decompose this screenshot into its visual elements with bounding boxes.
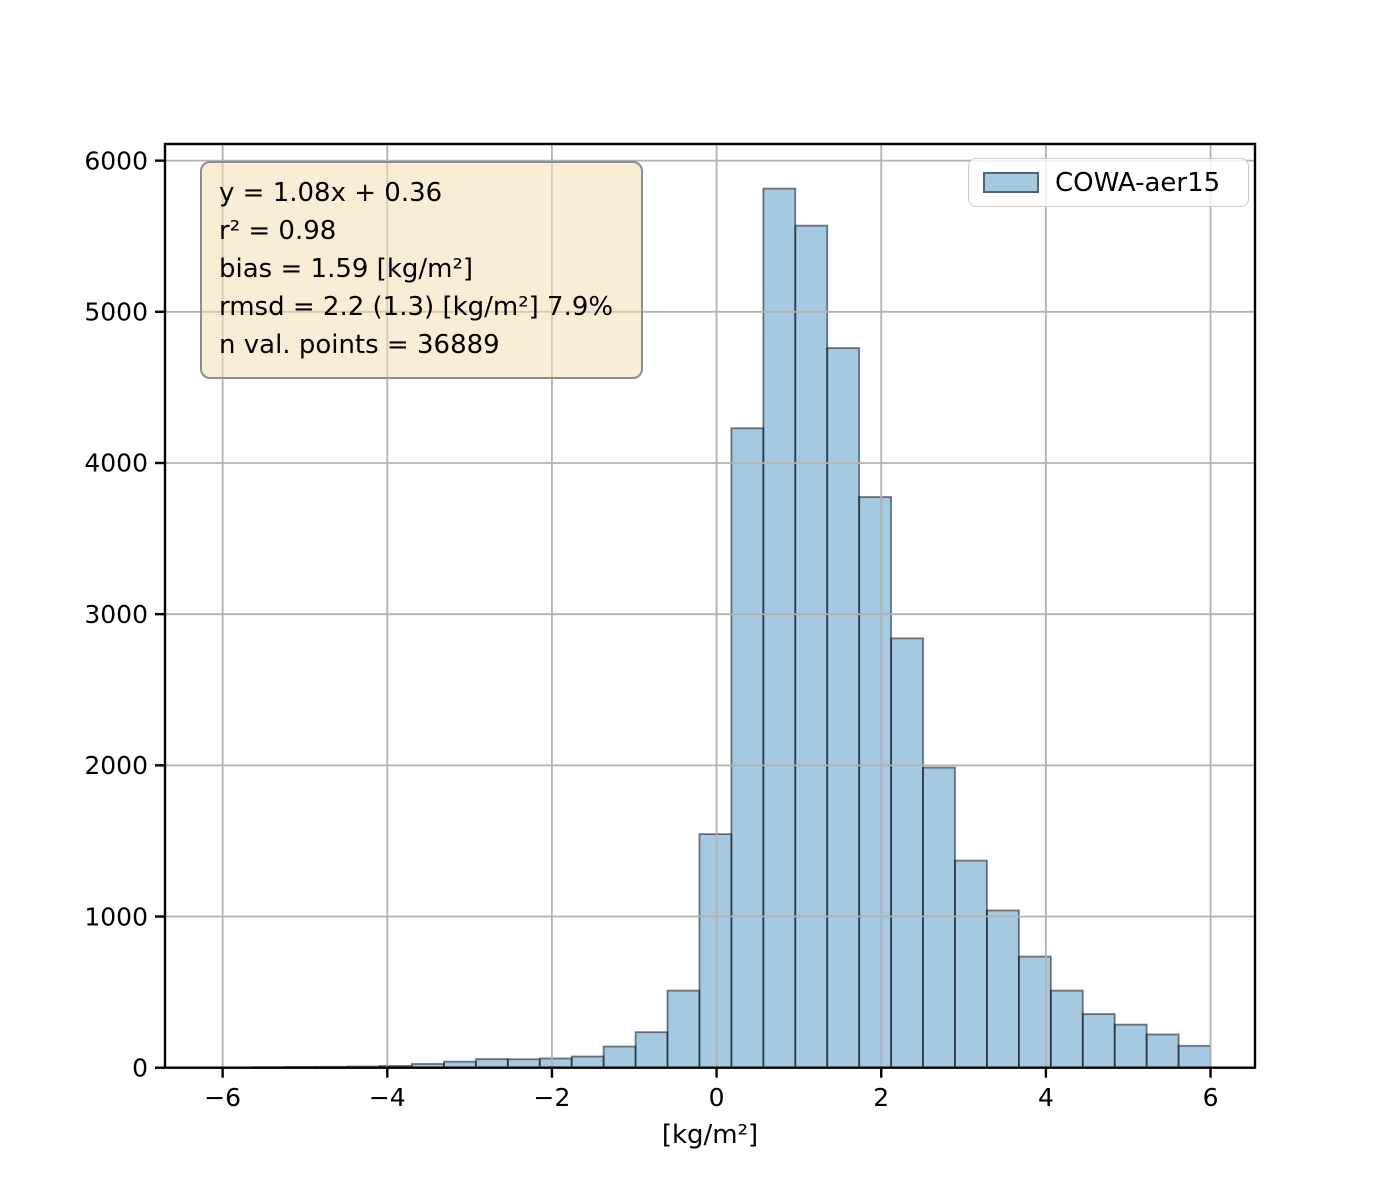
x-tick-label: 4 [1038, 1083, 1054, 1112]
histogram-bar [922, 766, 956, 1069]
y-tick-label: 4000 [84, 449, 148, 478]
histogram-bar [762, 187, 797, 1069]
legend: COWA-aer15 [968, 158, 1249, 207]
y-tick-label: 1000 [84, 902, 148, 931]
histogram-bar [1081, 1013, 1116, 1069]
plot-border [163, 142, 1257, 1069]
x-tick-label: −4 [369, 1083, 406, 1112]
histogram-bar [1113, 1023, 1148, 1069]
y-tick-label: 6000 [84, 146, 148, 175]
histogram-bar [634, 1031, 669, 1069]
x-tick-label: −6 [204, 1083, 241, 1112]
y-tick-label: 0 [132, 1053, 148, 1082]
y-tick-label: 3000 [84, 600, 148, 629]
histogram-bar [1145, 1033, 1180, 1069]
histogram-bar [986, 909, 1020, 1069]
histogram-bar [570, 1055, 605, 1069]
legend-swatch-icon [983, 172, 1039, 193]
histogram-bar [474, 1058, 509, 1069]
y-tick-label: 5000 [84, 298, 148, 327]
histogram-bar [698, 833, 733, 1069]
x-tick-label: 0 [709, 1083, 725, 1112]
stats-annotation-box: y = 1.08x + 0.36 r² = 0.98 bias = 1.59 [… [200, 161, 643, 379]
legend-label: COWA-aer15 [1055, 167, 1221, 198]
histogram-bar [1049, 989, 1084, 1069]
histogram-bar [826, 347, 861, 1069]
histogram-bar [858, 496, 893, 1069]
stats-line-npoints: n val. points = 36889 [219, 330, 500, 360]
histogram-bar [954, 859, 988, 1069]
stats-line-rmsd: rmsd = 2.2 (1.3) [kg/m²] 7.9% [219, 292, 614, 322]
x-tick-label: −2 [534, 1083, 571, 1112]
histogram-bar [794, 224, 829, 1069]
histogram-bar [890, 637, 924, 1069]
stats-line-fit: y = 1.08x + 0.36 [219, 178, 443, 208]
y-tick-label: 2000 [84, 751, 148, 780]
histogram-bar [730, 427, 765, 1069]
x-tick-label: 6 [1203, 1083, 1219, 1112]
histogram-bar [666, 989, 701, 1069]
x-tick-label: 2 [873, 1083, 889, 1112]
histogram-bar [1177, 1044, 1212, 1069]
stats-line-r2: r² = 0.98 [219, 216, 337, 246]
histogram-bar [602, 1045, 637, 1069]
histogram-bar [538, 1057, 573, 1069]
histogram-bar [506, 1058, 541, 1069]
stats-line-bias: bias = 1.59 [kg/m²] [219, 254, 474, 284]
x-axis-label: [kg/m²] [661, 1120, 759, 1150]
